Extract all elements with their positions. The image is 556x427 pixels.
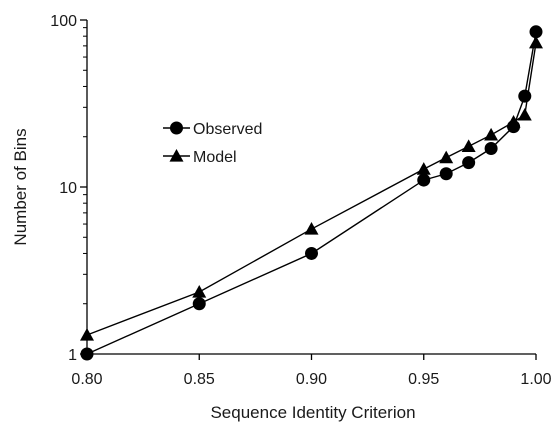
data-point-observed xyxy=(417,173,431,187)
data-point-observed xyxy=(192,297,206,311)
data-point-model xyxy=(439,150,454,164)
data-point-model xyxy=(484,127,499,141)
x-tick-label: 0.85 xyxy=(184,371,215,388)
legend-circle-marker xyxy=(170,121,183,135)
data-point-model xyxy=(517,107,532,121)
data-point-observed xyxy=(484,142,498,156)
x-axis-label: Sequence Identity Criterion xyxy=(210,403,415,422)
x-tick-label: 0.95 xyxy=(408,371,439,388)
data-point-model xyxy=(416,162,431,175)
x-tick-label: 0.80 xyxy=(71,371,102,388)
legend-label: Observed xyxy=(193,121,262,138)
legend: Observed Model xyxy=(163,121,262,166)
y-tick-label: 100 xyxy=(50,13,77,30)
data-point-observed xyxy=(80,347,94,361)
data-point-observed xyxy=(518,89,532,103)
y-axis-label: Number of Bins xyxy=(11,128,30,245)
series-observed xyxy=(80,25,543,361)
legend-triangle-marker xyxy=(169,149,184,162)
y-tick-label: 1 xyxy=(68,347,77,364)
data-point-model xyxy=(80,327,94,341)
axes xyxy=(86,20,536,355)
series-line-model xyxy=(86,42,537,336)
data-point-model xyxy=(304,222,319,235)
data-point-observed xyxy=(439,167,453,181)
legend-item-observed: Observed xyxy=(163,121,262,138)
x-tick-label: 0.90 xyxy=(296,371,327,388)
ticks: 0.80 0.85 0.90 0.95 1.00 1 10 100 xyxy=(50,13,551,388)
data-point-model xyxy=(461,139,476,153)
data-point-observed xyxy=(305,246,318,260)
data-point-observed xyxy=(529,25,543,39)
y-tick-label: 10 xyxy=(59,180,77,197)
series-model xyxy=(80,35,543,341)
legend-item-model: Model xyxy=(163,149,237,166)
data-point-model xyxy=(529,35,543,49)
series-layer xyxy=(80,25,543,361)
data-point-model xyxy=(192,285,207,298)
x-tick-label: 1.00 xyxy=(520,371,551,388)
legend-label: Model xyxy=(193,149,237,166)
data-point-observed xyxy=(507,120,521,134)
series-line-observed xyxy=(86,31,537,355)
data-point-observed xyxy=(462,156,476,170)
